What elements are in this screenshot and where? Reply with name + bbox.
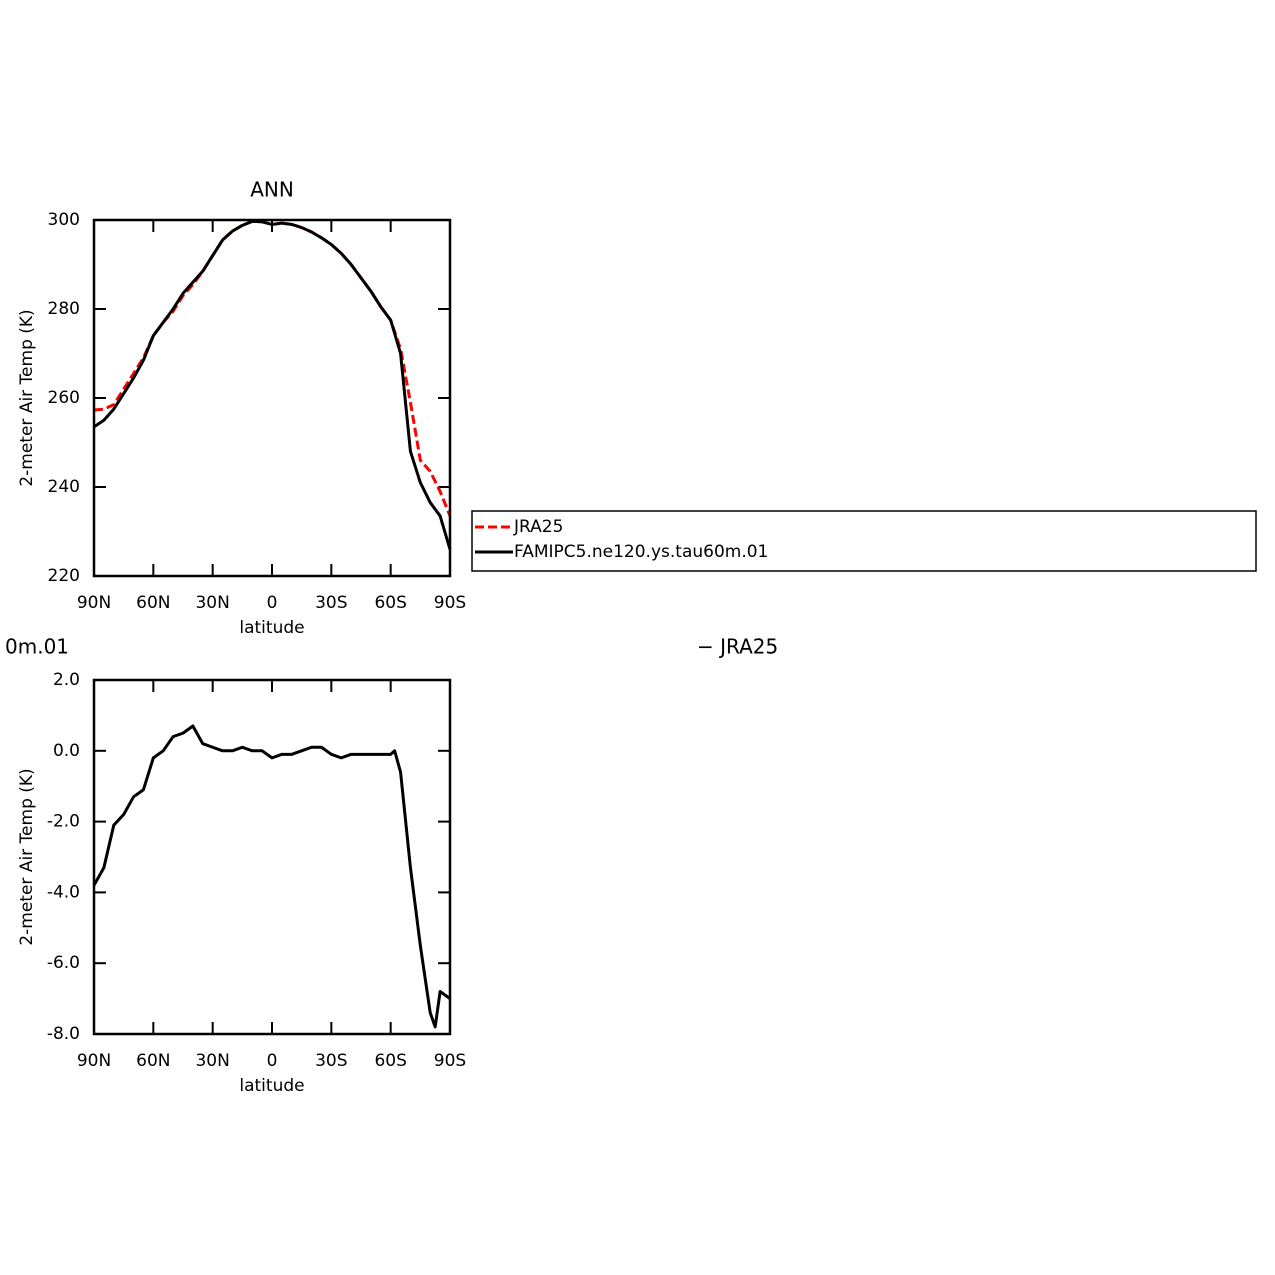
x-tick-label: 90N [77, 593, 111, 613]
x-tick-label: 90S [434, 593, 466, 613]
x-tick-label: 60N [136, 593, 170, 613]
y-tick-label: -6.0 [47, 953, 80, 973]
x-tick-label: 60S [374, 593, 406, 613]
chart-title: ANN [250, 178, 294, 202]
y-tick-label: 220 [48, 566, 80, 586]
legend-label: FAMIPC5.ne120.ys.tau60m.01 [514, 542, 768, 562]
y-tick-label: 240 [48, 477, 80, 497]
data-line [92, 724, 451, 1029]
x-tick-label: 0 [267, 1051, 278, 1071]
y-axis-label: 2-meter Air Temp (K) [17, 309, 37, 486]
x-tick-label: 0 [267, 593, 278, 613]
y-axis-label: 2-meter Air Temp (K) [17, 768, 37, 945]
plot-frame [92, 678, 452, 1036]
y-tick-label: 260 [48, 388, 80, 408]
y-tick-label: -8.0 [47, 1024, 80, 1044]
chart-title-fragment: − JRA25 [697, 635, 778, 659]
y-tick-label: 2.0 [53, 670, 80, 690]
x-tick-label: 30N [195, 593, 229, 613]
x-tick-label: 60S [374, 1051, 406, 1071]
x-axis-label: latitude [239, 1076, 304, 1096]
x-tick-label: 30S [315, 593, 347, 613]
y-tick-label: -4.0 [47, 882, 80, 902]
data-line [93, 219, 452, 550]
y-tick-label: 280 [48, 299, 80, 319]
legend-label: JRA25 [513, 517, 563, 537]
y-tick-label: 300 [48, 210, 80, 230]
legend-box [471, 510, 1257, 572]
x-tick-label: 90N [77, 1051, 111, 1071]
x-axis-label: latitude [239, 618, 304, 638]
y-tick-label: 0.0 [53, 741, 80, 761]
y-tick-label: -2.0 [47, 812, 80, 832]
x-tick-label: 90S [434, 1051, 466, 1071]
chart-title-fragment: 0m.01 [5, 635, 69, 659]
x-tick-label: 30S [315, 1051, 347, 1071]
plot-frame [92, 218, 452, 578]
x-tick-label: 60N [136, 1051, 170, 1071]
x-tick-label: 30N [195, 1051, 229, 1071]
